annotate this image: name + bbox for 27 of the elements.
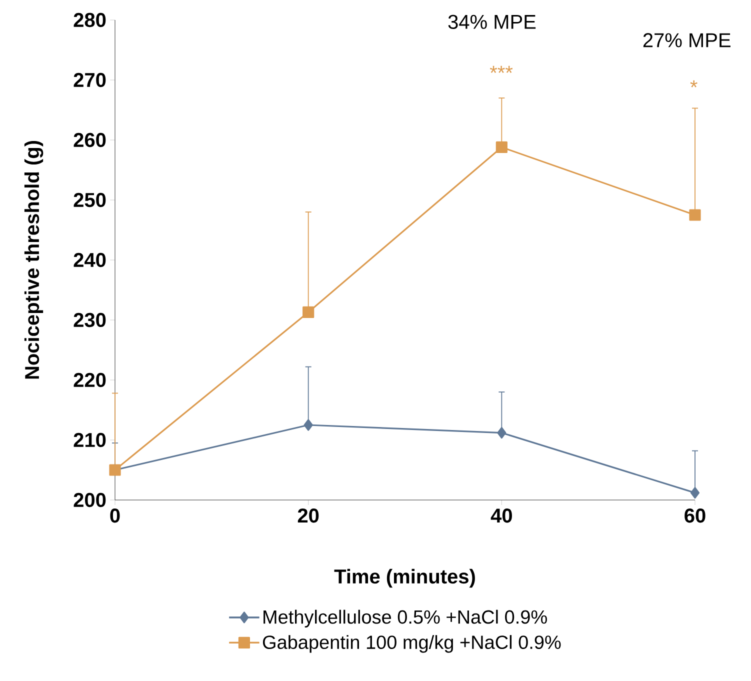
x-axis-title: Time (minutes) bbox=[334, 568, 475, 588]
annotation: * bbox=[690, 80, 698, 88]
y-axis-title: Nociceptive threshold (g) bbox=[24, 141, 44, 379]
y-tick-label: 220 bbox=[74, 372, 106, 388]
point bbox=[304, 419, 313, 431]
point bbox=[689, 209, 701, 221]
x-tick-label: 40 bbox=[490, 508, 512, 523]
annotation: *** bbox=[490, 66, 513, 73]
y-tick-label: 230 bbox=[74, 312, 106, 328]
y-tick-label: 240 bbox=[74, 252, 106, 268]
y-tick-label: 210 bbox=[74, 432, 106, 448]
y-tick-label: 260 bbox=[74, 132, 106, 148]
annotation: 27% MPE bbox=[643, 33, 730, 48]
point bbox=[302, 306, 314, 318]
point bbox=[496, 141, 508, 154]
y-tick-label: 270 bbox=[74, 72, 106, 88]
y-tick-label: 280 bbox=[74, 12, 106, 28]
x-tick-label: 20 bbox=[298, 508, 319, 523]
y-tick-label: 250 bbox=[74, 192, 106, 208]
legend-label: Methylcellulose 0.5% +NaCl 0.9% bbox=[264, 610, 547, 628]
annotation: 34% MPE bbox=[448, 14, 536, 29]
x-tick-label: 0 bbox=[110, 508, 120, 523]
point bbox=[690, 487, 700, 499]
point bbox=[497, 427, 506, 439]
y-tick-label: 200 bbox=[74, 492, 106, 508]
legend-label: Gabapentin 100 mg/kg +NaCl 0.9% bbox=[262, 635, 561, 653]
x-tick-label: 60 bbox=[684, 508, 706, 523]
